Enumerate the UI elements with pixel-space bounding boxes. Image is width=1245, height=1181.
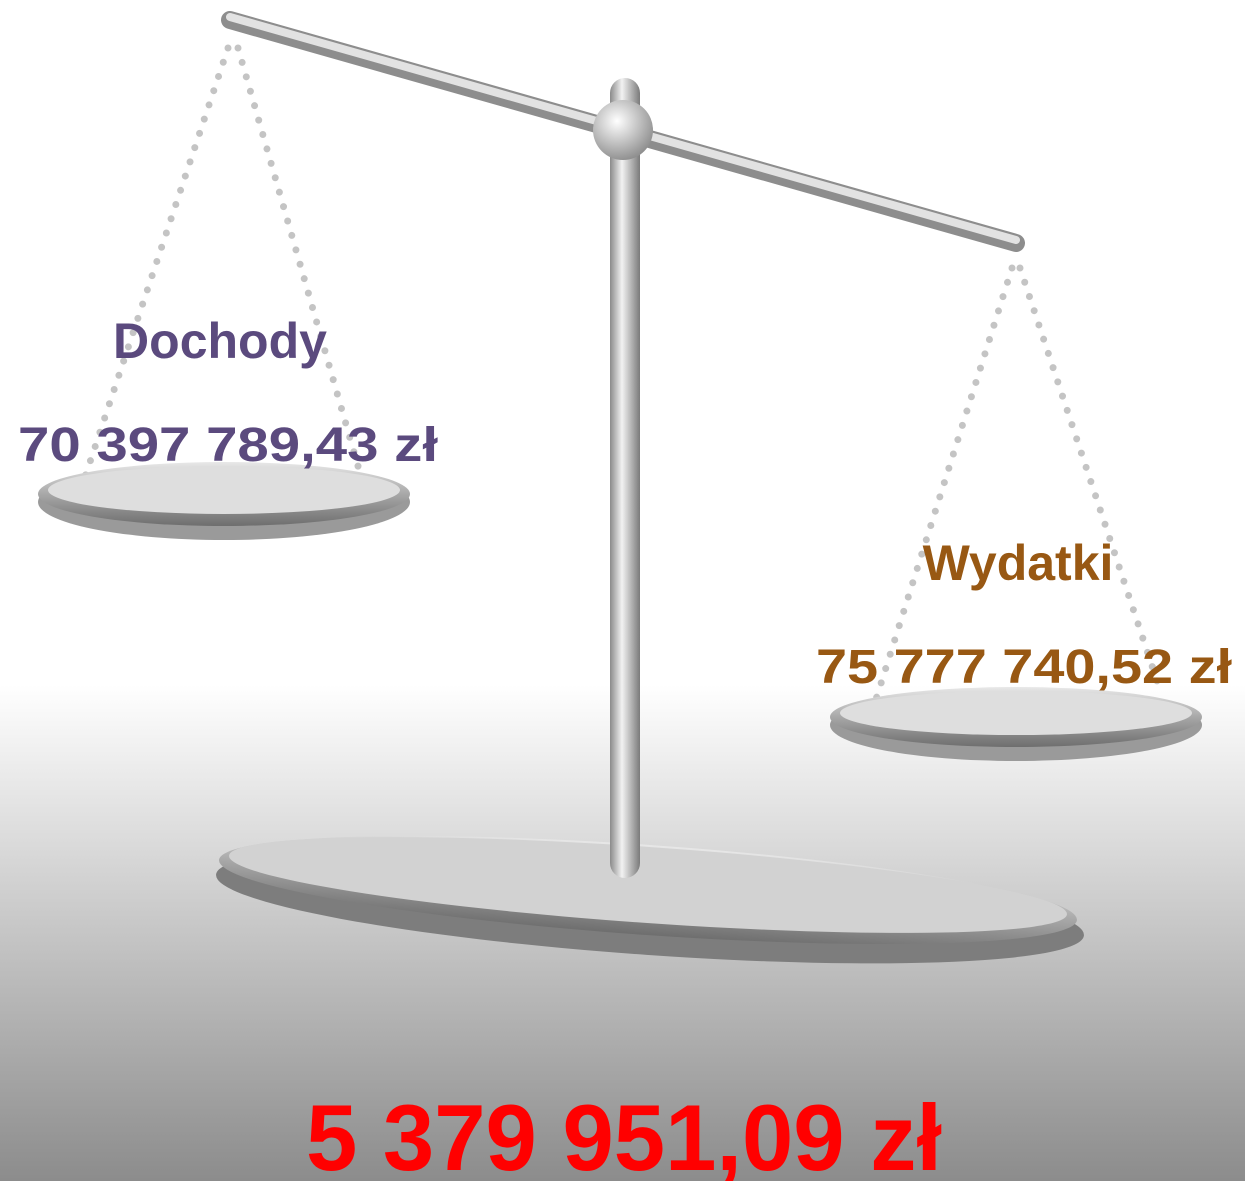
chains	[76, 44, 1164, 716]
post	[610, 78, 640, 878]
base	[216, 836, 1084, 964]
right-label: Wydatki	[923, 535, 1114, 591]
right-amount: 75 777 740,52 zł	[816, 641, 1232, 694]
left-pan	[38, 462, 410, 540]
balance: 5 379 951,09 zł	[306, 1085, 942, 1181]
right-pan	[830, 687, 1202, 761]
pivot	[593, 100, 653, 160]
left-label: Dochody	[113, 313, 327, 369]
left-amount: 70 397 789,43 zł	[18, 419, 438, 472]
